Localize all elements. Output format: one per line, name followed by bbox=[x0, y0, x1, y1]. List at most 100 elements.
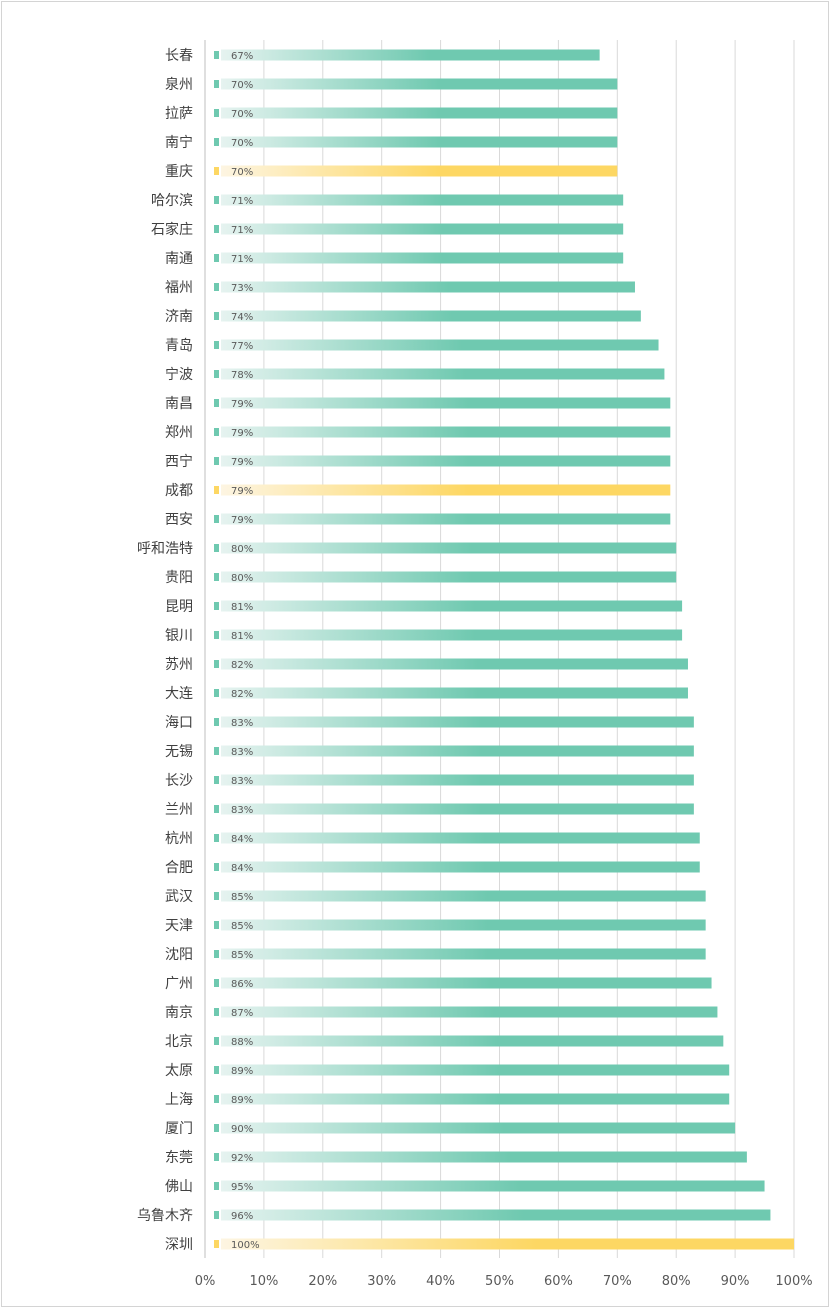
x-tick-label: 60% bbox=[544, 1274, 573, 1289]
data-label: 100% bbox=[231, 1240, 260, 1251]
bar bbox=[221, 919, 706, 931]
bar-marker bbox=[214, 776, 219, 784]
bar bbox=[221, 1093, 730, 1105]
bar bbox=[221, 600, 683, 612]
bar bbox=[221, 1035, 724, 1047]
category-label: 郑州 bbox=[165, 425, 193, 441]
bar bbox=[221, 513, 671, 525]
bar-marker bbox=[214, 979, 219, 987]
data-label: 84% bbox=[231, 834, 253, 845]
category-label: 合肥 bbox=[165, 860, 193, 876]
bar bbox=[221, 397, 671, 409]
bar bbox=[221, 1238, 794, 1250]
data-label: 81% bbox=[231, 631, 253, 642]
data-label: 80% bbox=[231, 544, 253, 555]
bar bbox=[221, 542, 677, 554]
data-label: 96% bbox=[231, 1211, 253, 1222]
bar-marker bbox=[214, 1124, 219, 1132]
data-label: 77% bbox=[231, 341, 253, 352]
bar-marker bbox=[214, 80, 219, 88]
category-label: 南通 bbox=[165, 251, 193, 267]
gridlines bbox=[204, 40, 795, 1258]
bar bbox=[221, 339, 659, 351]
data-label: 81% bbox=[231, 602, 253, 613]
bar-marker bbox=[214, 1153, 219, 1161]
bar bbox=[221, 1151, 747, 1163]
bar-marker bbox=[214, 1182, 219, 1190]
bar bbox=[221, 78, 618, 90]
bar bbox=[221, 832, 700, 844]
bar-marker bbox=[214, 254, 219, 262]
category-label: 乌鲁木齐 bbox=[137, 1208, 193, 1224]
bar bbox=[221, 716, 694, 728]
category-label: 广州 bbox=[165, 976, 193, 992]
bar-marker bbox=[214, 138, 219, 146]
bar-marker bbox=[214, 573, 219, 581]
bar-marker bbox=[214, 283, 219, 291]
bar bbox=[221, 194, 624, 206]
bar-marker bbox=[214, 167, 219, 175]
bar bbox=[221, 484, 671, 496]
bar bbox=[221, 629, 683, 641]
data-label: 86% bbox=[231, 979, 253, 990]
category-label: 兰州 bbox=[165, 802, 193, 818]
bar bbox=[221, 1180, 765, 1192]
bar bbox=[221, 803, 694, 815]
category-label: 宁波 bbox=[165, 366, 193, 383]
x-tick-label: 10% bbox=[249, 1274, 278, 1289]
bar-marker bbox=[214, 1240, 219, 1248]
data-label: 73% bbox=[231, 283, 253, 294]
bar-marker bbox=[214, 1037, 219, 1045]
category-label: 苏州 bbox=[165, 657, 193, 673]
category-label: 贵阳 bbox=[165, 570, 193, 586]
data-label: 71% bbox=[231, 196, 253, 207]
data-label: 90% bbox=[231, 1124, 253, 1135]
bar bbox=[221, 745, 694, 757]
bar bbox=[221, 165, 618, 177]
x-tick-label: 50% bbox=[485, 1274, 514, 1289]
bar bbox=[221, 281, 635, 293]
data-label: 88% bbox=[231, 1037, 253, 1048]
category-label: 哈尔滨 bbox=[151, 193, 193, 209]
bar bbox=[221, 1064, 730, 1076]
data-label: 79% bbox=[231, 486, 253, 497]
category-label: 昆明 bbox=[165, 599, 193, 615]
bar bbox=[221, 948, 706, 960]
bar-marker bbox=[214, 370, 219, 378]
bar-marker bbox=[214, 660, 219, 668]
data-label: 70% bbox=[231, 138, 253, 149]
category-label: 南昌 bbox=[165, 396, 193, 412]
category-label: 重庆 bbox=[165, 164, 193, 180]
data-label: 74% bbox=[231, 312, 253, 323]
bar-marker bbox=[214, 515, 219, 523]
category-label: 西安 bbox=[165, 512, 193, 528]
category-label: 杭州 bbox=[165, 831, 193, 847]
bar-marker bbox=[214, 544, 219, 552]
bar-marker bbox=[214, 1095, 219, 1103]
bar-marker bbox=[214, 196, 219, 204]
bar-marker bbox=[214, 863, 219, 871]
data-label: 87% bbox=[231, 1008, 253, 1019]
category-label: 无锡 bbox=[165, 744, 193, 760]
category-label: 南宁 bbox=[165, 134, 193, 151]
bar-marker bbox=[214, 312, 219, 320]
bar-marker bbox=[214, 51, 219, 59]
bar-marker bbox=[214, 834, 219, 842]
category-label: 石家庄 bbox=[151, 221, 193, 238]
x-tick-label: 70% bbox=[603, 1274, 632, 1289]
bar bbox=[221, 861, 700, 873]
data-label: 83% bbox=[231, 776, 253, 787]
data-label: 84% bbox=[231, 863, 253, 874]
category-label: 北京 bbox=[165, 1034, 193, 1050]
bar-marker bbox=[214, 718, 219, 726]
data-label: 79% bbox=[231, 515, 253, 526]
category-label: 长沙 bbox=[165, 773, 193, 789]
data-label: 67% bbox=[231, 51, 253, 62]
bars bbox=[214, 49, 794, 1250]
bar-marker bbox=[214, 805, 219, 813]
bar bbox=[221, 49, 600, 61]
category-label: 天津 bbox=[165, 918, 193, 934]
data-label: 95% bbox=[231, 1182, 253, 1193]
data-label: 71% bbox=[231, 225, 253, 236]
